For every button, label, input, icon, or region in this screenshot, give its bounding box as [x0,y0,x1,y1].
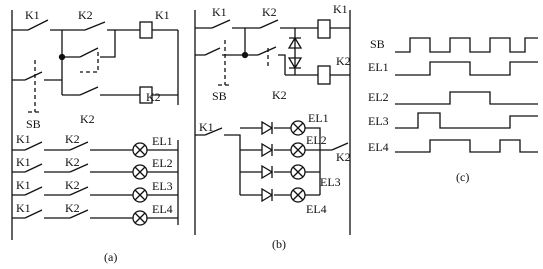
wire [261,120,274,203]
wire [12,19,178,31]
wire [134,166,146,178]
wire [290,164,306,180]
label: (b) [272,237,286,251]
wire [62,86,178,96]
wire [290,120,306,136]
label: (c) [456,170,469,184]
label: K2 [65,132,80,146]
wire [132,164,148,180]
label: K2 [78,8,93,22]
wire [12,209,178,219]
label: EL2 [152,156,173,170]
label: K1 [199,120,214,134]
label: EL2 [368,90,389,104]
label: K1 [16,155,31,169]
wire [58,53,66,61]
wire [132,187,148,203]
label: K1 [155,8,170,22]
wire [244,28,286,75]
label: EL1 [152,134,173,148]
label: SB [212,89,227,103]
label: EL4 [306,202,327,216]
label: SB [370,37,385,51]
wire [11,10,179,240]
wire [132,142,148,158]
wire [195,127,241,195]
label: K2 [65,178,80,192]
label: K1 [333,2,348,16]
wire [395,91,538,105]
wire [292,144,304,156]
label: K1 [16,132,31,146]
wire [395,61,538,76]
wire [292,122,304,134]
label: K2 [80,112,95,126]
wire [290,142,306,158]
wire [134,212,146,224]
wire [317,65,331,85]
label: K2 [65,155,80,169]
label: (a) [104,250,117,264]
wire [395,37,538,53]
wire [12,71,62,81]
wiring [11,10,538,240]
label: EL4 [368,140,389,154]
label: EL3 [368,114,389,128]
wire [134,189,146,201]
wire [287,28,303,75]
label: EL1 [368,60,389,74]
wire [218,40,269,86]
labels: K1 K2 K1 SB K2 K2 K1 K2 EL1 K1 K2 EL2 K1… [16,2,469,264]
label: EL4 [152,202,173,216]
label: K2 [146,90,161,104]
wire [132,210,148,226]
label: K1 [212,5,227,19]
wire [317,19,331,39]
label: EL2 [306,133,327,147]
wire [139,21,153,39]
wire [292,189,304,201]
wire [240,127,321,195]
wire [290,187,306,203]
wire [28,52,99,113]
label: K2 [65,201,80,215]
label: K1 [16,178,31,192]
label: K2 [272,88,287,102]
wire [195,47,245,56]
wire [195,19,350,29]
label: K1 [16,201,31,215]
label: K1 [25,8,40,22]
wire [12,186,178,196]
wire [240,142,349,151]
label: K2 [336,150,351,164]
wire [395,112,538,129]
label: EL3 [320,175,341,189]
label: EL1 [308,111,329,125]
wire [134,144,146,156]
label: EL3 [152,179,173,193]
wire [139,86,153,104]
wire [194,10,351,235]
label: K2 [336,54,351,68]
wire [12,163,178,173]
wire [12,141,178,151]
wire [292,166,304,178]
label: SB [26,117,41,131]
label: K2 [262,5,277,19]
wire [61,30,116,95]
wire [395,139,538,153]
